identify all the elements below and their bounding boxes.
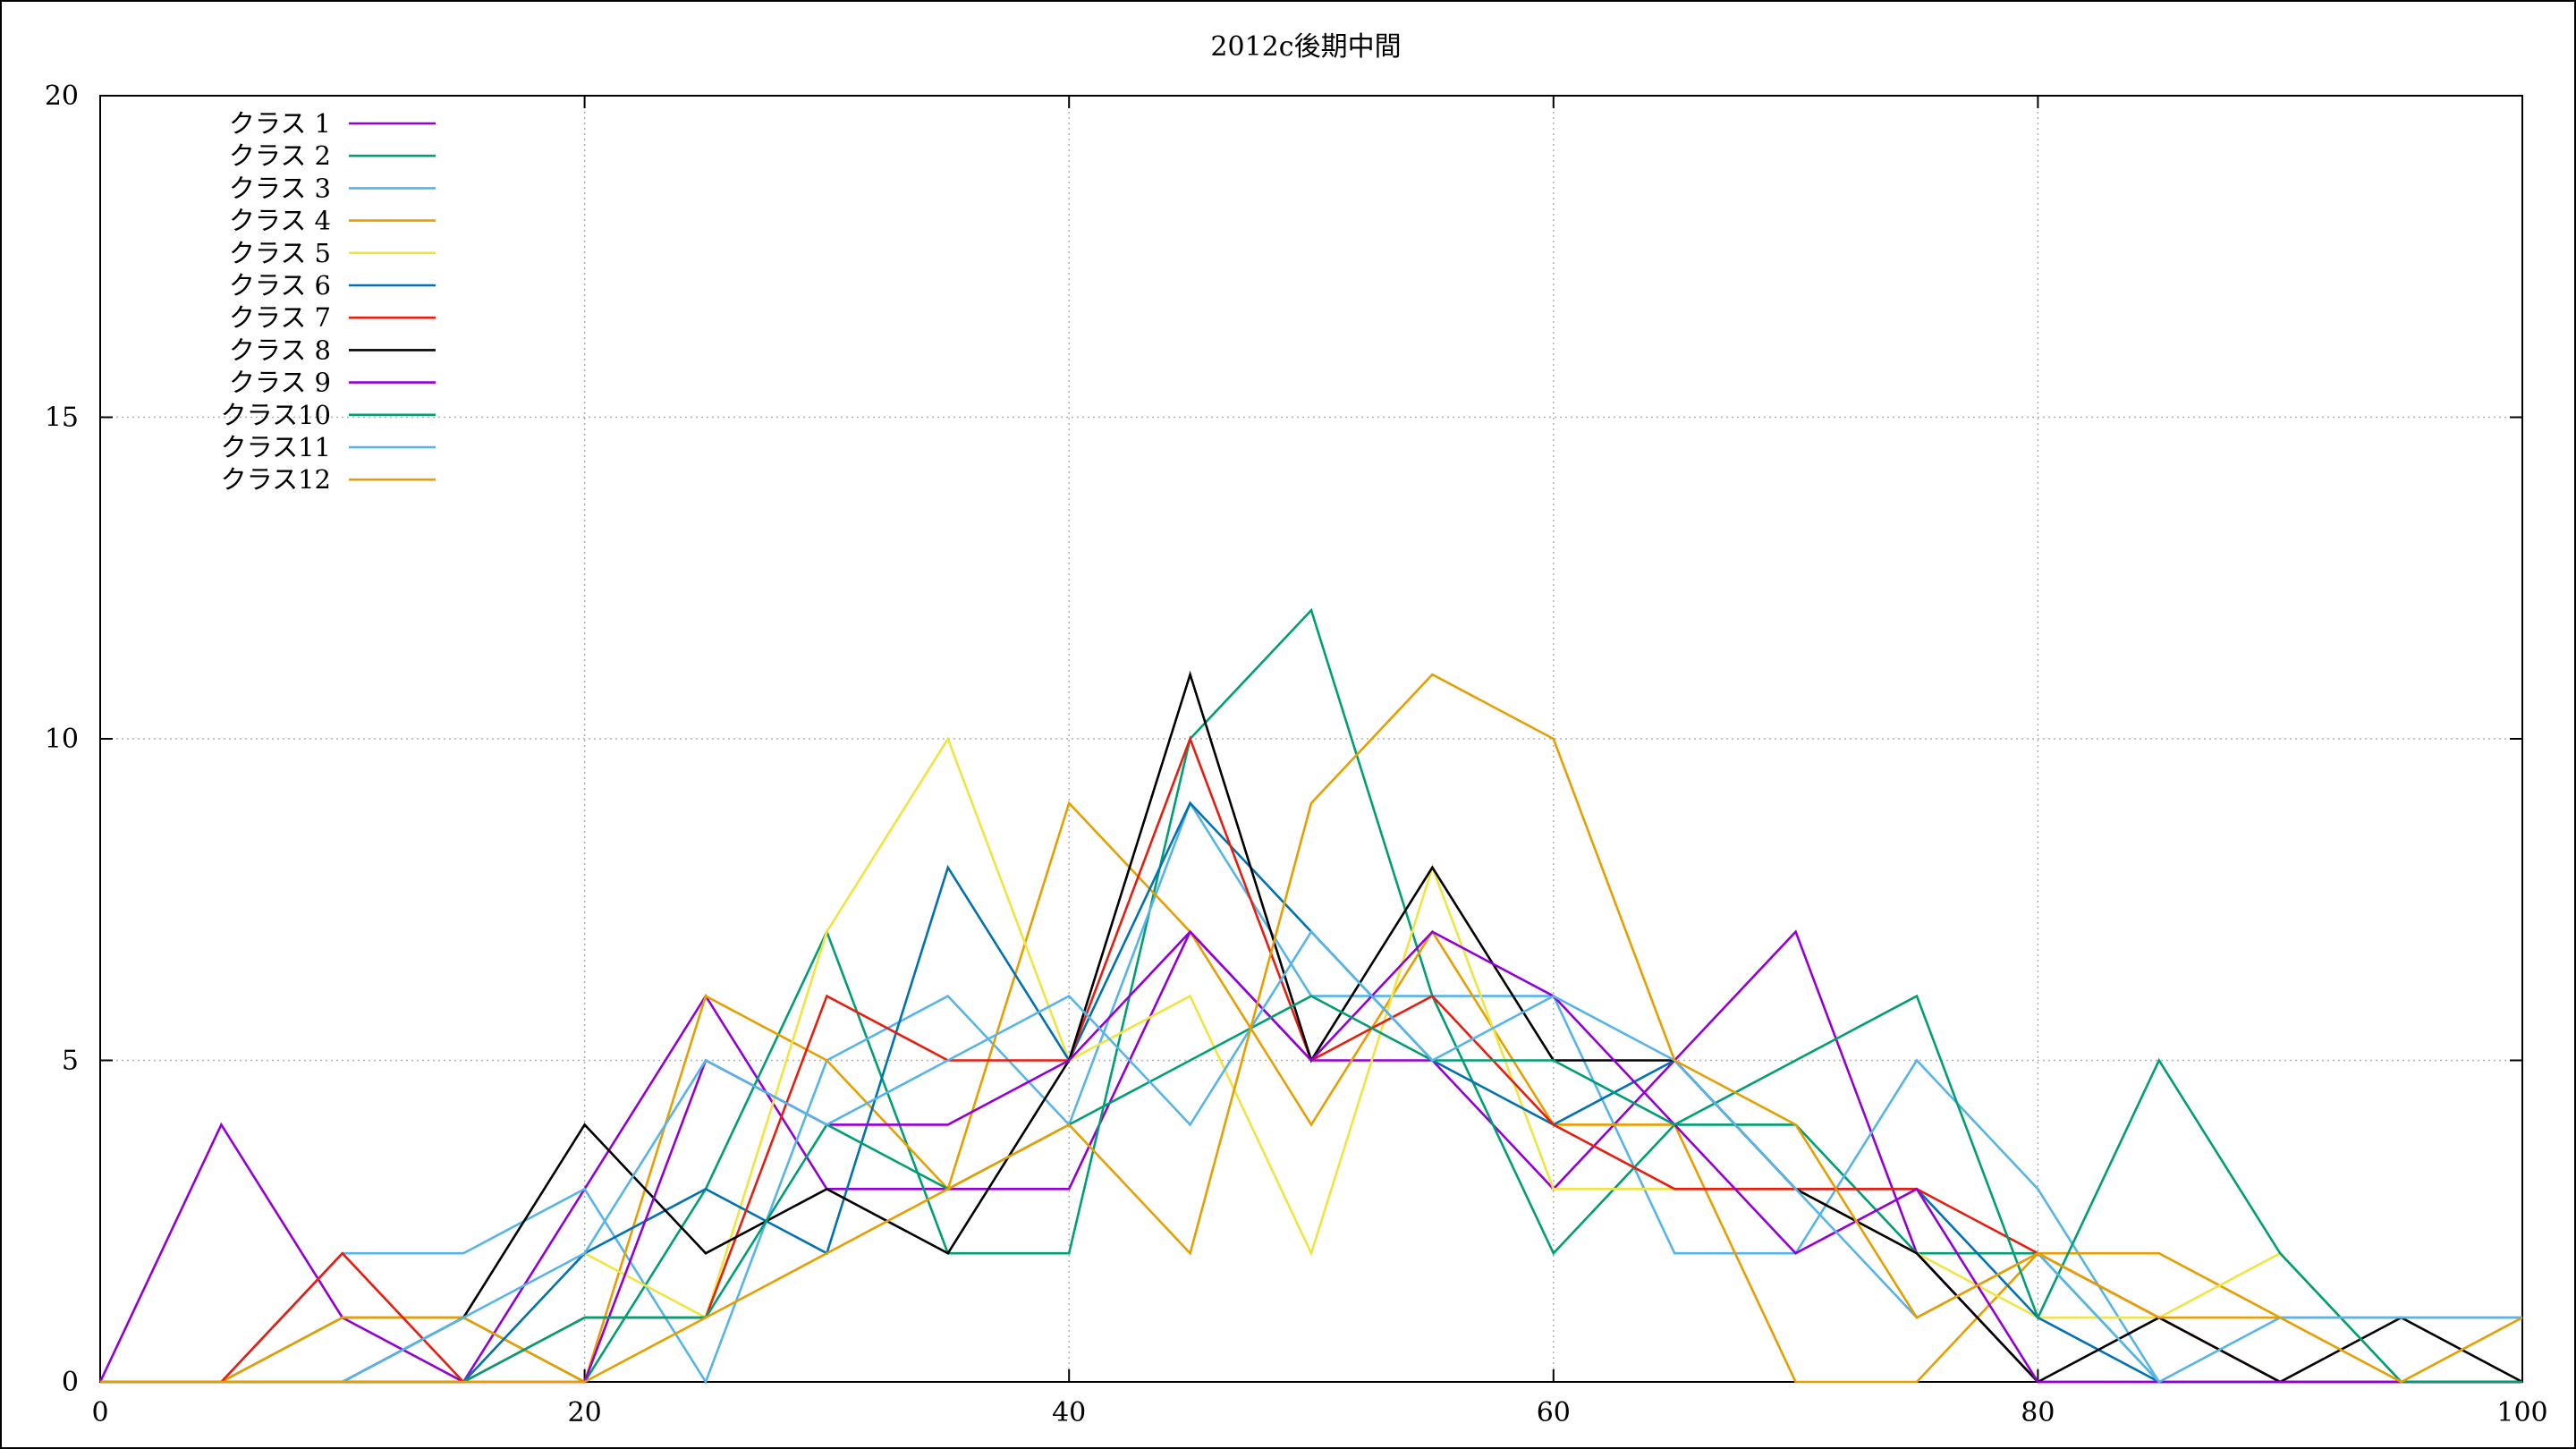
series-line-12	[100, 673, 2523, 1384]
legend-label: クラス 8	[229, 335, 331, 365]
x-tick-label: 20	[568, 1397, 602, 1428]
legend-label: クラス 3	[229, 173, 331, 203]
legend-label: クラス 9	[229, 368, 331, 398]
x-tick-label: 60	[1537, 1397, 1571, 1428]
series-line-11	[100, 929, 2522, 1384]
y-tick-label: 15	[45, 402, 79, 434]
legend-label: クラス11	[221, 432, 331, 462]
y-tick-label: 5	[62, 1046, 79, 1077]
x-tick-label: 100	[2496, 1397, 2547, 1428]
legend-label: クラス12	[221, 464, 331, 495]
legend-label: クラス 5	[229, 238, 331, 268]
y-tick-label: 10	[45, 724, 79, 755]
legend-label: クラス 7	[229, 302, 331, 333]
legend-label: クラス 6	[229, 270, 331, 301]
series-line-10	[100, 994, 2522, 1384]
x-tick-label: 0	[91, 1397, 108, 1428]
series-layer	[98, 607, 2523, 1385]
y-tick-label: 0	[62, 1367, 79, 1398]
legend-label: クラス 2	[229, 140, 331, 171]
axis-ticks: 0 20 40 60 80 100 0 5 10 15 20	[45, 80, 2548, 1428]
x-tick-label: 40	[1052, 1397, 1086, 1428]
y-tick-label: 20	[45, 80, 79, 112]
x-tick-label: 80	[2021, 1397, 2055, 1428]
legend-label: クラス 4	[229, 206, 331, 236]
legend-label: クラス 1	[229, 108, 331, 139]
chart-title: 2012c後期中間	[1210, 31, 1401, 63]
legend-label: クラス10	[221, 400, 331, 430]
grid	[100, 96, 2522, 1382]
